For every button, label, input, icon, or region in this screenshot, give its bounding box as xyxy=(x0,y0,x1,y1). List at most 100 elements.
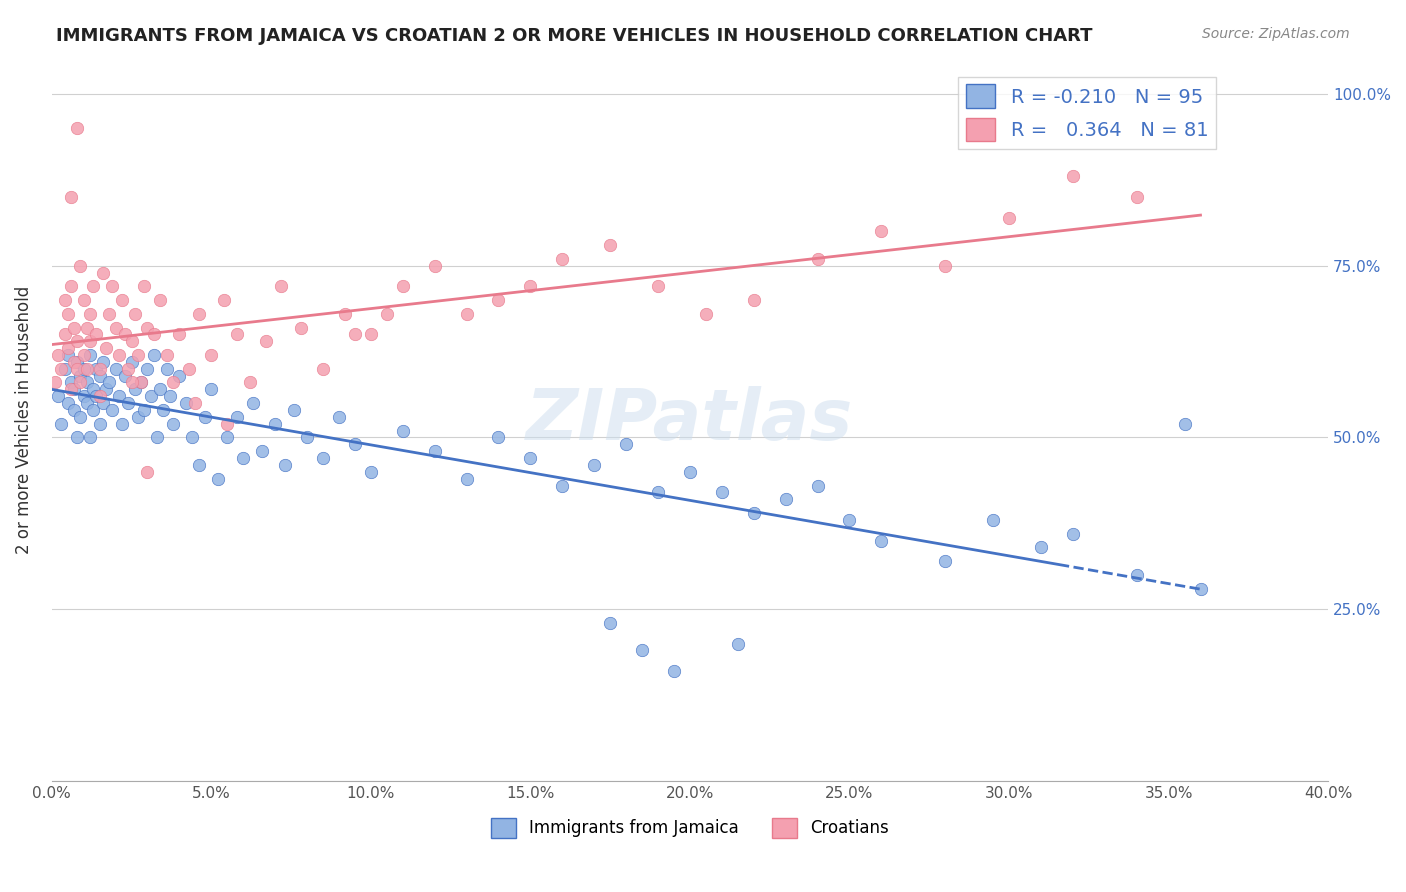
Point xyxy=(63,383,86,397)
Point xyxy=(63,320,86,334)
Point xyxy=(146,430,169,444)
Point xyxy=(312,451,335,466)
Point xyxy=(44,376,66,390)
Point xyxy=(86,361,108,376)
Point xyxy=(169,327,191,342)
Point xyxy=(101,403,124,417)
Point xyxy=(360,327,382,342)
Point xyxy=(82,279,104,293)
Point xyxy=(207,472,229,486)
Point xyxy=(806,252,828,266)
Point xyxy=(727,636,749,650)
Point xyxy=(679,465,702,479)
Point xyxy=(51,417,73,431)
Point xyxy=(104,320,127,334)
Point xyxy=(742,506,765,520)
Point xyxy=(121,355,143,369)
Point xyxy=(375,307,398,321)
Point xyxy=(239,376,262,390)
Point xyxy=(184,396,207,410)
Point xyxy=(343,437,366,451)
Point xyxy=(56,307,79,321)
Point xyxy=(1125,190,1147,204)
Point xyxy=(79,430,101,444)
Point xyxy=(56,396,79,410)
Point xyxy=(86,389,108,403)
Point xyxy=(217,430,239,444)
Legend: Immigrants from Jamaica, Croatians: Immigrants from Jamaica, Croatians xyxy=(484,811,896,845)
Point xyxy=(870,224,893,238)
Point xyxy=(129,376,152,390)
Point xyxy=(631,643,654,657)
Point xyxy=(79,334,101,349)
Point xyxy=(101,279,124,293)
Point xyxy=(225,327,247,342)
Point xyxy=(139,389,162,403)
Point xyxy=(838,513,860,527)
Point xyxy=(1125,567,1147,582)
Point xyxy=(273,458,295,472)
Point xyxy=(134,279,156,293)
Point xyxy=(295,430,318,444)
Point xyxy=(76,361,98,376)
Point xyxy=(66,361,89,376)
Point xyxy=(187,458,209,472)
Point xyxy=(142,327,165,342)
Point xyxy=(152,403,174,417)
Point xyxy=(162,376,184,390)
Point xyxy=(254,334,277,349)
Point xyxy=(69,409,91,424)
Point xyxy=(56,348,79,362)
Point xyxy=(647,485,669,500)
Point xyxy=(212,293,235,307)
Point xyxy=(174,396,197,410)
Point xyxy=(56,341,79,355)
Point xyxy=(91,355,114,369)
Point xyxy=(134,403,156,417)
Point xyxy=(66,430,89,444)
Point xyxy=(73,389,96,403)
Point xyxy=(264,417,287,431)
Point xyxy=(391,279,413,293)
Point xyxy=(82,403,104,417)
Point xyxy=(63,403,86,417)
Point xyxy=(117,361,139,376)
Point xyxy=(551,478,574,492)
Point xyxy=(270,279,292,293)
Point xyxy=(360,465,382,479)
Point xyxy=(181,430,204,444)
Point xyxy=(111,417,134,431)
Point xyxy=(335,307,357,321)
Point xyxy=(217,417,239,431)
Point xyxy=(136,320,159,334)
Point xyxy=(59,376,82,390)
Point xyxy=(695,307,717,321)
Point xyxy=(775,492,797,507)
Point xyxy=(107,348,129,362)
Point xyxy=(76,376,98,390)
Point xyxy=(73,293,96,307)
Point xyxy=(423,259,446,273)
Point xyxy=(614,437,637,451)
Point xyxy=(1029,541,1052,555)
Point xyxy=(162,417,184,431)
Point xyxy=(121,376,143,390)
Point xyxy=(290,320,312,334)
Point xyxy=(98,307,121,321)
Point xyxy=(136,465,159,479)
Point xyxy=(53,293,76,307)
Point xyxy=(107,389,129,403)
Point xyxy=(391,424,413,438)
Point xyxy=(343,327,366,342)
Point xyxy=(94,341,117,355)
Point xyxy=(86,327,108,342)
Point xyxy=(156,348,179,362)
Point xyxy=(66,121,89,136)
Point xyxy=(104,361,127,376)
Point xyxy=(710,485,733,500)
Point xyxy=(981,513,1004,527)
Point xyxy=(76,320,98,334)
Point xyxy=(599,238,621,252)
Point xyxy=(870,533,893,548)
Point xyxy=(53,327,76,342)
